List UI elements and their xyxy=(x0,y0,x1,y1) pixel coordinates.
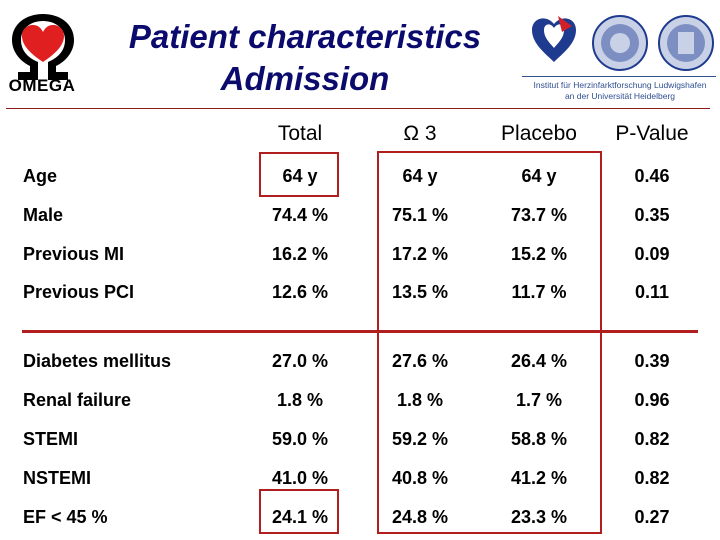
cell-p-value: 0.96 xyxy=(634,390,670,410)
cell-placebo: 11.7 % xyxy=(511,282,567,302)
cell-omega3: 1.8 % xyxy=(396,390,444,410)
university-seal-left-icon xyxy=(592,15,648,71)
cell-omega3: 40.8 % xyxy=(391,468,449,488)
cell-placebo: 41.2 % xyxy=(510,468,568,488)
column-header-omega3: Ω 3 xyxy=(403,122,437,145)
cell-omega3: 64 y xyxy=(402,166,438,186)
institute-line-2: an der Universität Heidelberg xyxy=(564,91,676,101)
row-label: NSTEMI xyxy=(23,468,92,488)
highlight-box-ef-total xyxy=(259,489,339,534)
section-divider xyxy=(22,330,698,333)
cell-p-value: 0.09 xyxy=(634,244,670,264)
cell-placebo: 23.3 % xyxy=(510,507,568,527)
cell-total: 41.0 % xyxy=(271,468,329,488)
row-label: EF < 45 % xyxy=(23,507,108,527)
cell-omega3: 59.2 % xyxy=(391,429,449,449)
table-row: Previous PCI 12.6 % 13.5 % 11.7 % 0.11 xyxy=(0,282,720,306)
cell-total: 24.1 % xyxy=(271,507,329,527)
cell-total: 27.0 % xyxy=(271,351,329,371)
row-label: Previous PCI xyxy=(23,282,135,302)
cell-placebo: 26.4 % xyxy=(510,351,568,371)
table-row: NSTEMI 41.0 % 40.8 % 41.2 % 0.82 xyxy=(0,468,720,492)
cell-p-value: 0.35 xyxy=(634,205,670,225)
cell-placebo: 15.2 % xyxy=(510,244,568,264)
cell-total: 59.0 % xyxy=(271,429,329,449)
cell-omega3: 17.2 % xyxy=(391,244,449,264)
table-row: EF < 45 % 24.1 % 24.8 % 23.3 % 0.27 xyxy=(0,507,720,531)
table-row: Male 74.4 % 75.1 % 73.7 % 0.35 xyxy=(0,205,720,229)
institute-divider xyxy=(522,76,716,77)
cell-omega3: 75.1 % xyxy=(391,205,449,225)
omega-heart-logo xyxy=(12,14,74,80)
cell-total: 1.8 % xyxy=(276,390,324,410)
row-label: Diabetes mellitus xyxy=(23,351,172,371)
university-seal-right-icon xyxy=(658,15,714,71)
table-row: Diabetes mellitus 27.0 % 27.6 % 26.4 % 0… xyxy=(0,351,720,375)
cell-placebo: 1.7 % xyxy=(515,390,563,410)
row-label: STEMI xyxy=(23,429,79,449)
cell-p-value: 0.82 xyxy=(634,468,670,488)
column-header-placebo: Placebo xyxy=(501,122,577,145)
cell-p-value: 0.46 xyxy=(634,166,670,186)
cell-p-value: 0.11 xyxy=(634,282,670,302)
highlight-box-age-total xyxy=(259,152,339,197)
highlight-box-omega3-placebo xyxy=(377,151,602,534)
institute-line-1: Institut für Herzinfarktforschung Ludwig… xyxy=(533,80,707,90)
table-row: Previous MI 16.2 % 17.2 % 15.2 % 0.09 xyxy=(0,244,720,268)
cell-omega3: 24.8 % xyxy=(391,507,449,527)
cell-placebo: 64 y xyxy=(521,166,557,186)
cell-total: 74.4 % xyxy=(271,205,329,225)
column-header-p-value: P-Value xyxy=(615,122,689,145)
institute-caption: Institut für Herzinfarktforschung Ludwig… xyxy=(522,80,718,102)
cell-placebo: 73.7 % xyxy=(510,205,568,225)
table-row: STEMI 59.0 % 59.2 % 58.8 % 0.82 xyxy=(0,429,720,453)
cell-p-value: 0.39 xyxy=(634,351,670,371)
slide-title: Patient characteristics Admission xyxy=(100,16,510,100)
title-line-2: Admission xyxy=(220,60,390,97)
cell-omega3: 13.5 % xyxy=(391,282,449,302)
cell-omega3: 27.6 % xyxy=(391,351,449,371)
row-label: Age xyxy=(23,166,58,186)
title-line-1: Patient characteristics xyxy=(128,18,482,55)
cell-total: 64 y xyxy=(282,166,318,186)
table-row: Renal failure 1.8 % 1.8 % 1.7 % 0.96 xyxy=(0,390,720,414)
omega-logo-text: OMEGA xyxy=(8,76,76,95)
heart-institute-icon xyxy=(532,16,576,62)
cell-total: 12.6 % xyxy=(271,282,329,302)
institute-logos xyxy=(532,15,714,71)
cell-placebo: 58.8 % xyxy=(510,429,568,449)
row-label: Previous MI xyxy=(23,244,125,264)
cell-total: 16.2 % xyxy=(271,244,329,264)
cell-p-value: 0.82 xyxy=(634,429,670,449)
row-label: Renal failure xyxy=(23,390,132,410)
row-label: Male xyxy=(23,205,64,225)
header-rule xyxy=(6,108,710,109)
column-header-total: Total xyxy=(277,122,323,145)
cell-p-value: 0.27 xyxy=(634,507,670,527)
table-row: Age 64 y 64 y 64 y 0.46 xyxy=(0,166,720,190)
